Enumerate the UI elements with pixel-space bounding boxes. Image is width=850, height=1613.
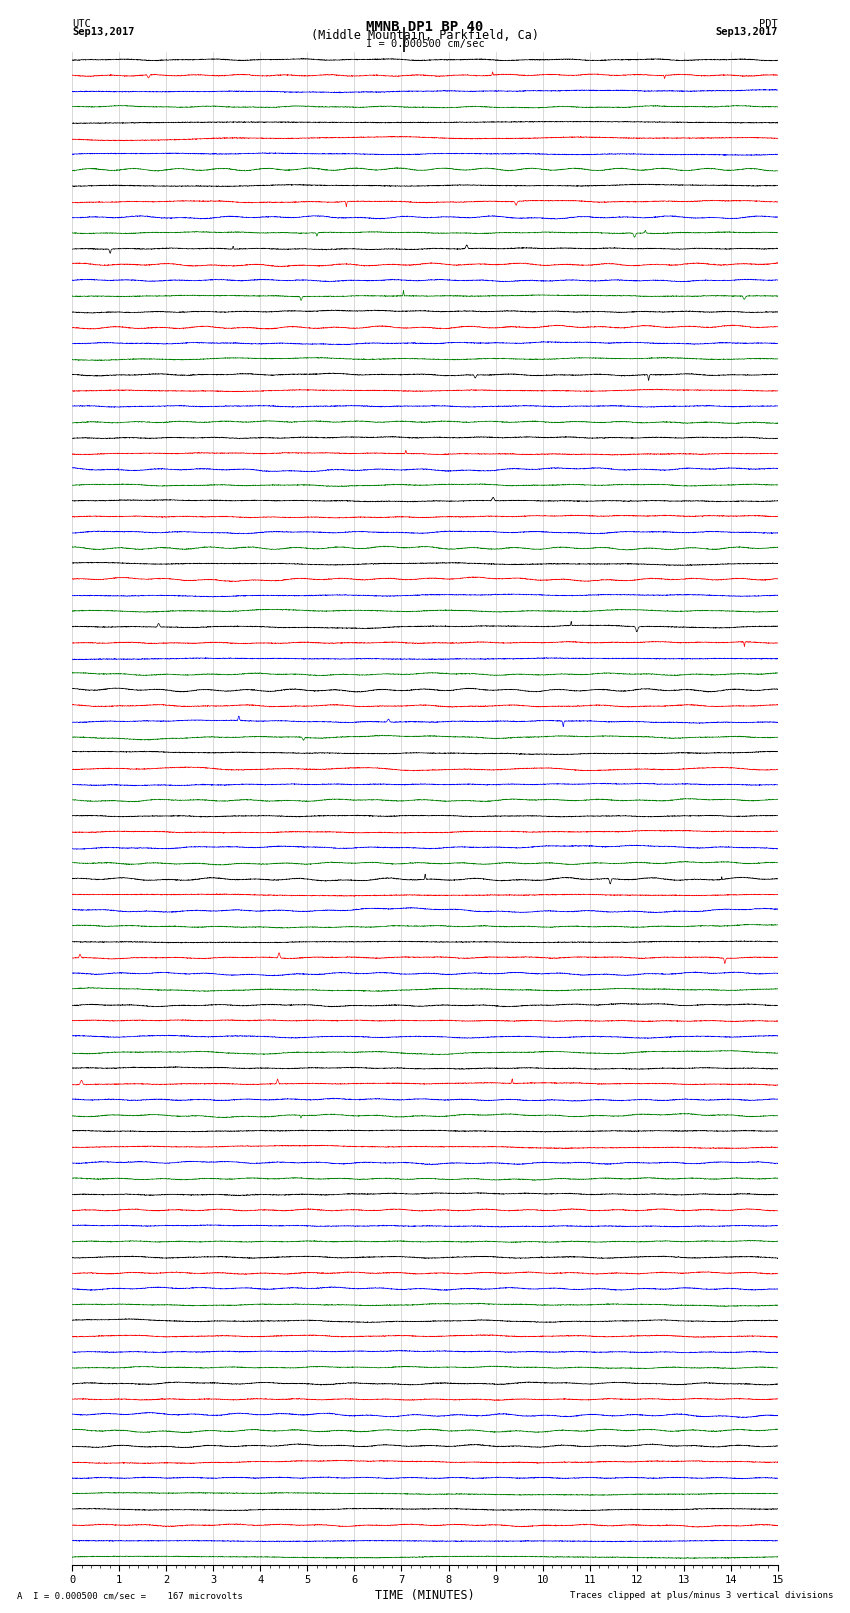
Text: MMNB DP1 BP 40: MMNB DP1 BP 40 xyxy=(366,19,484,34)
Text: Sep13,2017: Sep13,2017 xyxy=(715,27,778,37)
Text: I = 0.000500 cm/sec: I = 0.000500 cm/sec xyxy=(366,39,484,48)
X-axis label: TIME (MINUTES): TIME (MINUTES) xyxy=(375,1589,475,1602)
Text: Sep13,2017: Sep13,2017 xyxy=(72,27,135,37)
Text: A  I = 0.000500 cm/sec =    167 microvolts: A I = 0.000500 cm/sec = 167 microvolts xyxy=(17,1590,243,1600)
Text: PDT: PDT xyxy=(759,19,778,29)
Text: UTC: UTC xyxy=(72,19,91,29)
Text: Traces clipped at plus/minus 3 vertical divisions: Traces clipped at plus/minus 3 vertical … xyxy=(570,1590,833,1600)
Text: (Middle Mountain, Parkfield, Ca): (Middle Mountain, Parkfield, Ca) xyxy=(311,29,539,42)
